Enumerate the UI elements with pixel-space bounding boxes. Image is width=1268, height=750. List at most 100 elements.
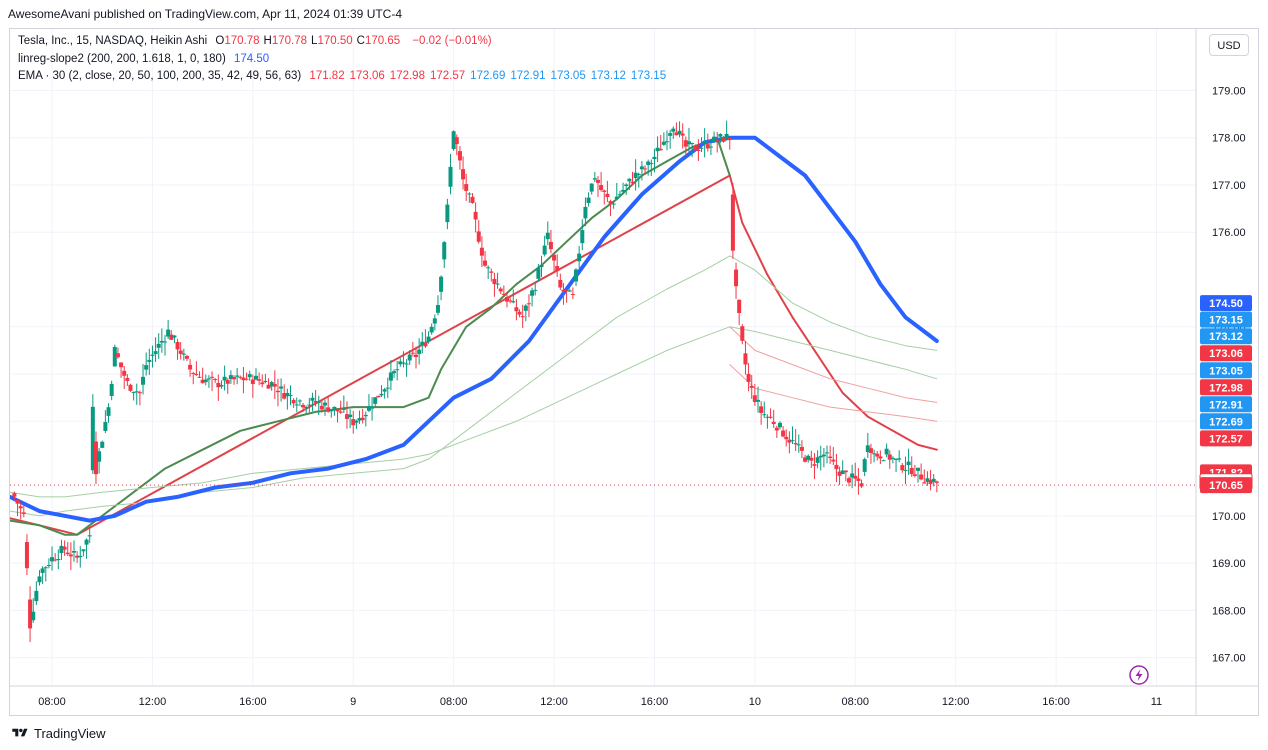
candle-body: [715, 140, 720, 142]
x-tick-label: 08:00: [841, 696, 869, 708]
candle-body: [169, 334, 174, 340]
price-label-text: 173.15: [1209, 315, 1243, 327]
candle-body: [184, 355, 189, 359]
candle-up: [486, 265, 491, 280]
candle-body: [727, 137, 732, 141]
y-tick-label: 168.00: [1212, 605, 1246, 617]
candle-body: [24, 542, 29, 569]
candle-down: [335, 408, 340, 423]
candle-body: [417, 349, 422, 354]
candle-down: [470, 193, 475, 204]
candle-body: [730, 194, 735, 251]
candle-up: [545, 221, 550, 246]
candle-body: [175, 342, 180, 350]
candle-body: [479, 247, 484, 256]
candle-body: [690, 143, 695, 145]
candle-body: [21, 512, 26, 514]
candle-body: [115, 353, 120, 358]
candle-up: [228, 370, 233, 384]
candle-down: [799, 440, 804, 459]
candle-body: [577, 253, 582, 262]
price-label-text: 173.06: [1209, 348, 1243, 360]
candle-body: [862, 459, 867, 472]
candle-body: [291, 399, 296, 404]
candle-up: [288, 385, 293, 406]
candle-body: [595, 179, 600, 183]
candle-up: [147, 348, 152, 375]
candle-body: [112, 346, 117, 367]
candle-up: [467, 192, 472, 203]
candle-body: [250, 379, 255, 385]
candle-up: [103, 410, 108, 434]
price-label-bg: [1200, 311, 1252, 328]
candle-up: [533, 281, 538, 296]
candle-down: [272, 370, 277, 400]
y-tick-label: 177.00: [1212, 180, 1246, 192]
candle-down: [608, 199, 613, 217]
candle-up: [97, 448, 102, 474]
price-label-bg: [1200, 477, 1252, 494]
candle-body: [492, 278, 497, 285]
candle-body: [329, 409, 334, 412]
candle-down: [605, 180, 610, 202]
candle-down: [68, 542, 73, 571]
candle-up: [150, 345, 155, 368]
candle-body: [831, 459, 836, 462]
candle-body: [442, 242, 447, 260]
candle-body: [599, 185, 604, 190]
candle-down: [828, 445, 833, 464]
price-axis-label: 172.98: [1200, 379, 1252, 396]
candle-body: [56, 558, 61, 560]
candle-up: [112, 344, 117, 367]
candle-body: [828, 456, 833, 459]
candle-down: [859, 479, 864, 488]
candle-body: [219, 384, 224, 387]
candle-up: [624, 183, 629, 195]
candle-up: [153, 337, 158, 362]
candle-up: [81, 549, 86, 557]
candle-up: [219, 380, 224, 389]
candle-up: [34, 581, 39, 606]
candle-body: [784, 436, 789, 440]
ohlc-key: O: [215, 35, 225, 47]
x-tick-label: 10: [749, 696, 761, 708]
candle-down: [561, 283, 566, 305]
candle-body: [652, 156, 657, 160]
candle-up: [420, 331, 425, 354]
candle-down: [119, 362, 124, 378]
candle-body: [90, 406, 95, 471]
y-tick-label: 179.00: [1212, 85, 1246, 97]
candle-down: [410, 341, 415, 357]
candle-body: [765, 416, 770, 418]
candle-body: [555, 266, 560, 271]
candle-up: [617, 190, 622, 198]
candle-up: [818, 445, 823, 471]
currency-button[interactable]: USD: [1209, 34, 1249, 56]
candle-down: [266, 378, 271, 389]
candle-down: [705, 133, 710, 152]
candle-up: [652, 148, 657, 173]
candle-body: [850, 473, 855, 478]
candle-body: [385, 387, 390, 389]
candle-body: [504, 297, 509, 302]
candle-body: [821, 454, 826, 457]
candle-up: [765, 414, 770, 429]
ohlc-value: 170.78: [271, 35, 308, 47]
candle-down: [319, 399, 324, 413]
candle-down: [734, 262, 739, 299]
x-tick-label: 12:00: [139, 696, 167, 708]
candle-up: [109, 380, 114, 401]
candle-body: [272, 383, 277, 387]
candle-body: [683, 140, 688, 147]
candle-body: [777, 422, 782, 428]
candle-down: [517, 309, 522, 318]
candle-down: [737, 299, 742, 326]
candle-body: [617, 194, 622, 196]
candle-body: [213, 379, 218, 381]
lightning-icon[interactable]: [1129, 665, 1149, 685]
candle-body: [734, 269, 739, 287]
candle-body: [693, 145, 698, 151]
candle-down: [595, 176, 600, 197]
candle-up: [916, 467, 921, 483]
